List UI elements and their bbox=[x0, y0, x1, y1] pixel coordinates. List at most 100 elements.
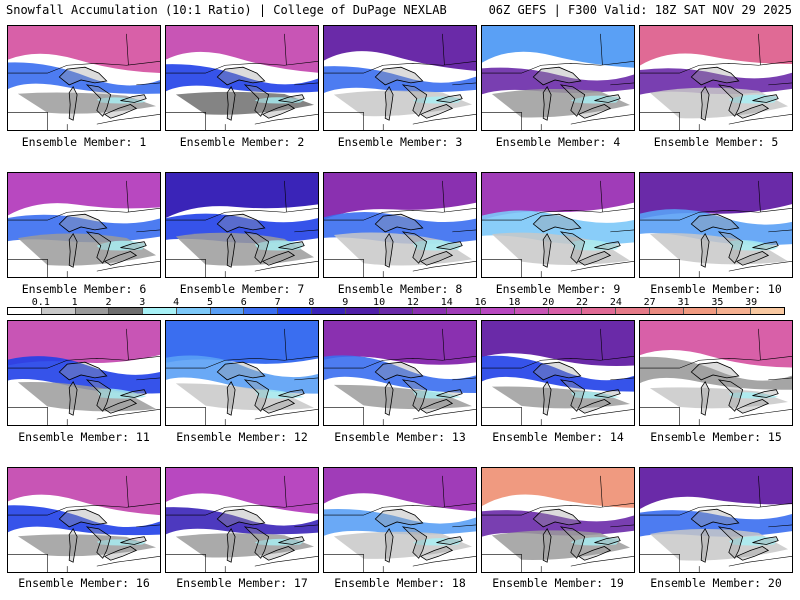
colorbar-tick-label: 6 bbox=[240, 297, 247, 308]
ensemble-member-map bbox=[481, 320, 635, 426]
colorbar-tick-label: 39 bbox=[745, 297, 758, 308]
colorbar-swatch bbox=[683, 308, 718, 314]
colorbar-tick-label: 4 bbox=[173, 297, 180, 308]
snowfall-map-svg bbox=[8, 173, 160, 277]
ensemble-member-map bbox=[165, 25, 319, 131]
ensemble-member-label: Ensemble Member: 9 bbox=[495, 282, 621, 296]
ensemble-member-map bbox=[165, 172, 319, 278]
snowfall-map-svg bbox=[640, 468, 792, 572]
colorbar-tick-label: 8 bbox=[308, 297, 315, 308]
colorbar-tick-label: 14 bbox=[440, 297, 453, 308]
snowfall-map-svg bbox=[324, 173, 476, 277]
ensemble-member-label: Ensemble Member: 7 bbox=[179, 282, 305, 296]
ensemble-member-map bbox=[323, 25, 477, 131]
snowfall-map-svg bbox=[166, 173, 318, 277]
colorbar-tick-label: 22 bbox=[576, 297, 589, 308]
colorbar-tick-label: 5 bbox=[206, 297, 213, 308]
ensemble-member-label: Ensemble Member: 1 bbox=[21, 135, 147, 149]
colorbar-swatch bbox=[616, 308, 650, 314]
colorbar-tick-label: 16 bbox=[474, 297, 487, 308]
ensemble-member-label: Ensemble Member: 3 bbox=[337, 135, 463, 149]
ensemble-member-map bbox=[323, 467, 477, 573]
colorbar-tick-label: 7 bbox=[274, 297, 281, 308]
colorbar-swatch bbox=[278, 308, 313, 314]
colorbar bbox=[7, 307, 785, 315]
snowfall-map-svg bbox=[324, 321, 476, 425]
ensemble-member-label: Ensemble Member: 4 bbox=[495, 135, 621, 149]
ensemble-member-map bbox=[323, 320, 477, 426]
colorbar-tick-label: 3 bbox=[139, 297, 146, 308]
run-valid-time: 06Z GEFS | F300 Valid: 18Z SAT NOV 29 20… bbox=[488, 3, 792, 17]
ensemble-member-map bbox=[639, 172, 793, 278]
ensemble-member-label: Ensemble Member: 18 bbox=[334, 576, 466, 590]
ensemble-member-label: Ensemble Member: 14 bbox=[492, 430, 624, 444]
ensemble-member-map bbox=[639, 467, 793, 573]
colorbar-swatch bbox=[143, 308, 177, 314]
colorbar-swatch bbox=[41, 308, 76, 314]
ensemble-member-label: Ensemble Member: 6 bbox=[21, 282, 147, 296]
colorbar-swatch bbox=[717, 308, 752, 314]
ensemble-member-map bbox=[165, 467, 319, 573]
colorbar-tick-label: 2 bbox=[105, 297, 112, 308]
ensemble-member-label: Ensemble Member: 13 bbox=[334, 430, 466, 444]
colorbar-tick-label: 9 bbox=[342, 297, 349, 308]
ensemble-member-label: Ensemble Member: 10 bbox=[650, 282, 782, 296]
ensemble-member-label: Ensemble Member: 8 bbox=[337, 282, 463, 296]
colorbar-tick-label: 31 bbox=[677, 297, 690, 308]
snowfall-map-svg bbox=[640, 26, 792, 130]
ensemble-member-label: Ensemble Member: 2 bbox=[179, 135, 305, 149]
ensemble-member-map bbox=[639, 320, 793, 426]
map-title: Snowfall Accumulation (10:1 Ratio) | Col… bbox=[6, 3, 447, 17]
colorbar-swatch bbox=[514, 308, 549, 314]
colorbar-swatch bbox=[312, 308, 346, 314]
snowfall-map-svg bbox=[482, 26, 634, 130]
ensemble-member-label: Ensemble Member: 19 bbox=[492, 576, 624, 590]
colorbar-swatch bbox=[751, 308, 784, 314]
colorbar-swatch bbox=[109, 308, 144, 314]
ensemble-member-map bbox=[7, 25, 161, 131]
ensemble-member-label: Ensemble Member: 11 bbox=[18, 430, 150, 444]
colorbar-tick-label: 27 bbox=[643, 297, 656, 308]
colorbar-tick-label: 20 bbox=[542, 297, 555, 308]
colorbar-tick-labels: 0.1 1 2 3 4 5 6 7 8 9 10 12 14 16 18 20 22 24 27 31 35 39 bbox=[7, 297, 785, 308]
colorbar-swatch bbox=[75, 308, 110, 314]
snowfall-map-svg bbox=[166, 26, 318, 130]
snowfall-map-svg bbox=[8, 321, 160, 425]
ensemble-member-map bbox=[481, 25, 635, 131]
colorbar-swatch bbox=[244, 308, 279, 314]
snowfall-map-svg bbox=[482, 468, 634, 572]
colorbar-swatch bbox=[210, 308, 245, 314]
ensemble-member-label: Ensemble Member: 17 bbox=[176, 576, 308, 590]
colorbar-swatch bbox=[379, 308, 414, 314]
colorbar-swatch bbox=[548, 308, 583, 314]
snowfall-map-svg bbox=[640, 173, 792, 277]
snowfall-map-svg bbox=[8, 468, 160, 572]
colorbar-swatch bbox=[480, 308, 515, 314]
ensemble-member-label: Ensemble Member: 5 bbox=[653, 135, 779, 149]
colorbar-swatch bbox=[8, 308, 42, 314]
colorbar-swatch bbox=[447, 308, 481, 314]
colorbar-tick-label: 1 bbox=[71, 297, 78, 308]
ensemble-member-map bbox=[323, 172, 477, 278]
snowfall-map-svg bbox=[324, 468, 476, 572]
colorbar-tick-label: 18 bbox=[508, 297, 521, 308]
ensemble-member-map bbox=[7, 467, 161, 573]
snowfall-map-svg bbox=[482, 173, 634, 277]
ensemble-member-map bbox=[7, 320, 161, 426]
colorbar-tick-label: 12 bbox=[406, 297, 419, 308]
colorbar-tick-label: 10 bbox=[373, 297, 386, 308]
colorbar-swatch bbox=[582, 308, 617, 314]
ensemble-member-label: Ensemble Member: 12 bbox=[176, 430, 308, 444]
snowfall-map-svg bbox=[166, 321, 318, 425]
ensemble-member-label: Ensemble Member: 16 bbox=[18, 576, 150, 590]
colorbar-swatch bbox=[176, 308, 211, 314]
ensemble-member-map bbox=[481, 172, 635, 278]
snowfall-map-svg bbox=[8, 26, 160, 130]
colorbar-tick-label: 35 bbox=[711, 297, 724, 308]
colorbar-tick-label: 0.1 bbox=[31, 297, 50, 308]
ensemble-member-label: Ensemble Member: 15 bbox=[650, 430, 782, 444]
ensemble-member-map bbox=[165, 320, 319, 426]
snowfall-map-svg bbox=[640, 321, 792, 425]
ensemble-member-label: Ensemble Member: 20 bbox=[650, 576, 782, 590]
colorbar-swatch bbox=[413, 308, 448, 314]
